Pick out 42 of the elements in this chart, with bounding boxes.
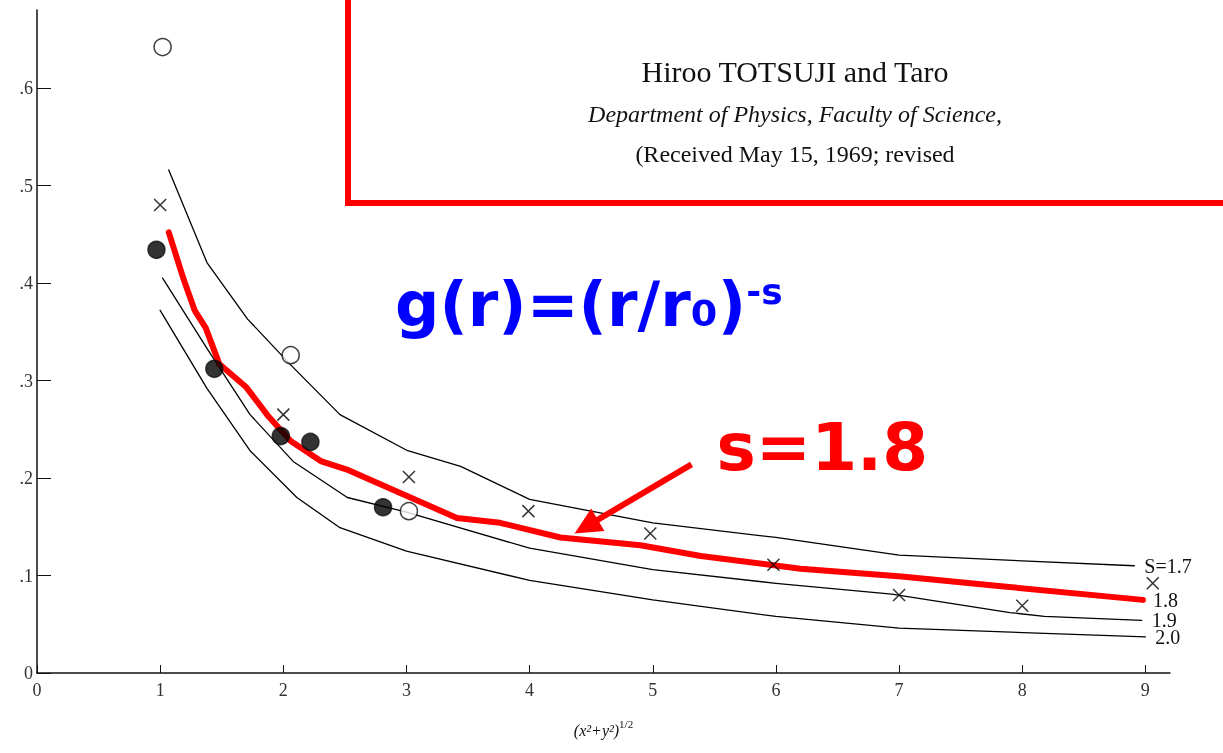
point <box>399 501 419 521</box>
y-tick-label: .3 <box>19 370 33 391</box>
annotation: Department of Physics, Faculty of Science, <box>587 100 1003 129</box>
point <box>147 240 166 260</box>
point <box>1146 576 1160 591</box>
y-tick-label: .2 <box>19 468 33 488</box>
point <box>1015 598 1029 613</box>
series-label: 1.8 <box>1152 588 1178 611</box>
x-tick-label: 7 <box>894 680 904 700</box>
point <box>271 426 291 446</box>
annotation: (Received May 15, 1969; revised <box>634 140 956 169</box>
point <box>521 504 536 518</box>
x-tick-label: 6 <box>771 680 781 700</box>
x-tick-label: 8 <box>1017 680 1027 700</box>
x-tick-label: 3 <box>401 680 411 700</box>
text-box: Hiroo TOTSUJI and Taro Department of Physics, Faculty of Science, (Received May 15, 1969; revised <box>345 0 1223 206</box>
point <box>402 470 416 484</box>
y-tick-label: .6 <box>19 78 33 98</box>
y-tick-label: 0 <box>24 663 33 683</box>
point <box>643 526 658 541</box>
point <box>892 588 906 602</box>
point <box>766 558 781 572</box>
point <box>276 407 291 422</box>
annotation: s=1.8 <box>716 409 929 487</box>
x-tick-label: 1 <box>155 680 165 700</box>
point <box>153 37 172 57</box>
point <box>205 359 224 379</box>
x-tick-label: 9 <box>1140 680 1150 700</box>
series-label: S=1.7 <box>1144 554 1192 577</box>
point <box>281 345 300 365</box>
point <box>153 198 167 212</box>
annotation: g(r)=(r/r₀)$^{-s}$ <box>395 268 783 341</box>
point <box>301 432 320 452</box>
y-tick-label: .5 <box>19 175 33 196</box>
x-tick-label: 5 <box>648 680 658 700</box>
point <box>373 498 393 517</box>
y-tick-label: .1 <box>19 565 33 586</box>
x-tick-label: 2 <box>278 680 288 700</box>
line-series <box>168 169 1135 567</box>
x-tick-label: 4 <box>525 680 535 700</box>
annotation: Hiroo TOTSUJI and Taro <box>640 54 950 90</box>
y-tick-label: .4 <box>19 273 33 293</box>
